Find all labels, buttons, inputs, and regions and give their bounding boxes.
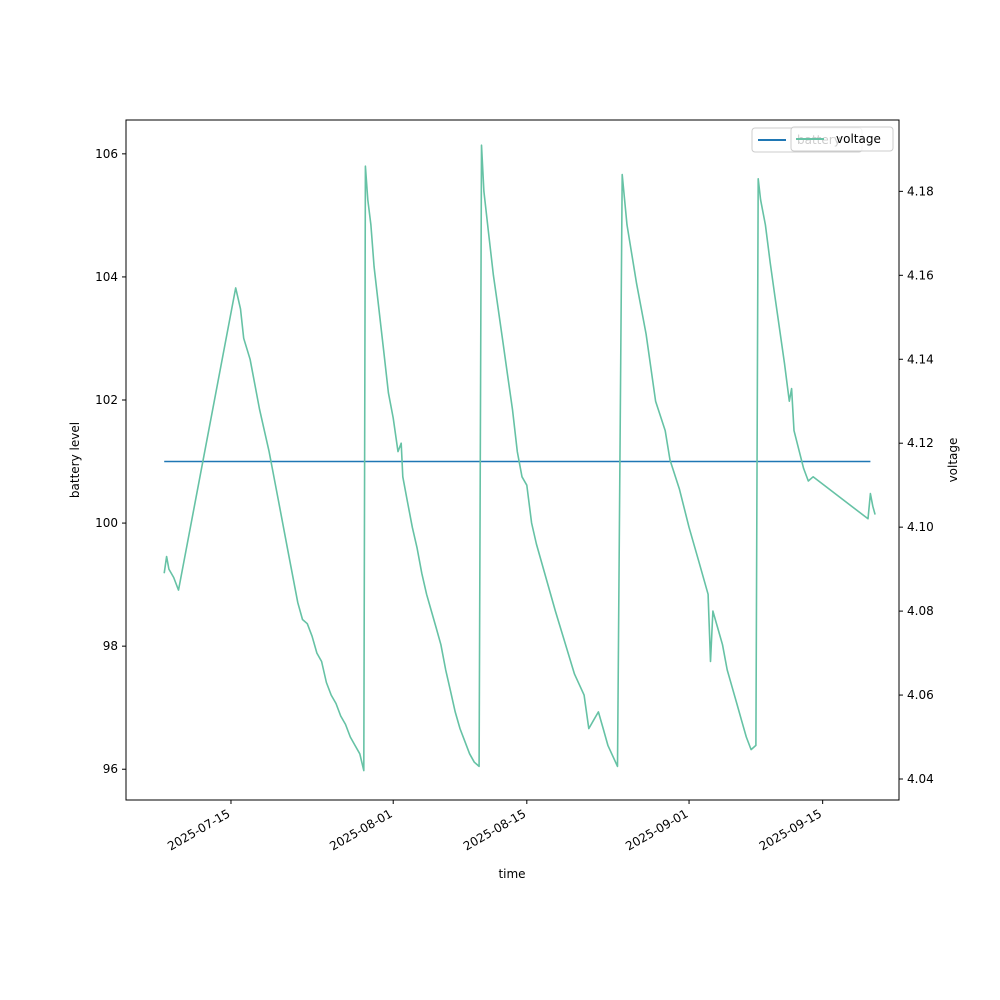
plot-frame <box>125 119 900 801</box>
y-left-tick-label: 106 <box>95 147 118 161</box>
legend-voltage-frame <box>790 126 894 152</box>
y-right-axis-title: voltage <box>946 438 960 483</box>
y-right-tick-label: 4.04 <box>907 772 934 786</box>
y-left-tick-label: 98 <box>103 639 118 653</box>
plot-area <box>125 119 900 801</box>
y-left-tick-label: 104 <box>95 270 118 284</box>
y-left-tick-label: 96 <box>103 762 118 776</box>
series-line-voltage <box>163 144 876 772</box>
y-left-axis-title: battery level <box>68 422 82 498</box>
y-right-tick-label: 4.08 <box>907 604 934 618</box>
y-right-tick-label: 4.06 <box>907 688 934 702</box>
y-left-tick-label: 100 <box>95 516 118 530</box>
y-left-tick-label: 102 <box>95 393 118 407</box>
y-right-axis: 4.04 4.06 4.08 4.10 4.12 4.14 4.16 4.18 <box>899 184 934 786</box>
x-axis-title: time <box>498 867 525 881</box>
y-right-tick-label: 4.10 <box>907 520 934 534</box>
y-left-axis: 96 98 100 102 104 106 <box>95 147 126 776</box>
legend-voltage: voltage <box>790 126 894 152</box>
y-right-tick-label: 4.18 <box>907 184 934 198</box>
y-right-tick-label: 4.16 <box>907 268 934 282</box>
y-right-tick-label: 4.14 <box>907 352 934 366</box>
legend-voltage-label: voltage <box>836 132 881 146</box>
y-right-tick-label: 4.12 <box>907 436 934 450</box>
